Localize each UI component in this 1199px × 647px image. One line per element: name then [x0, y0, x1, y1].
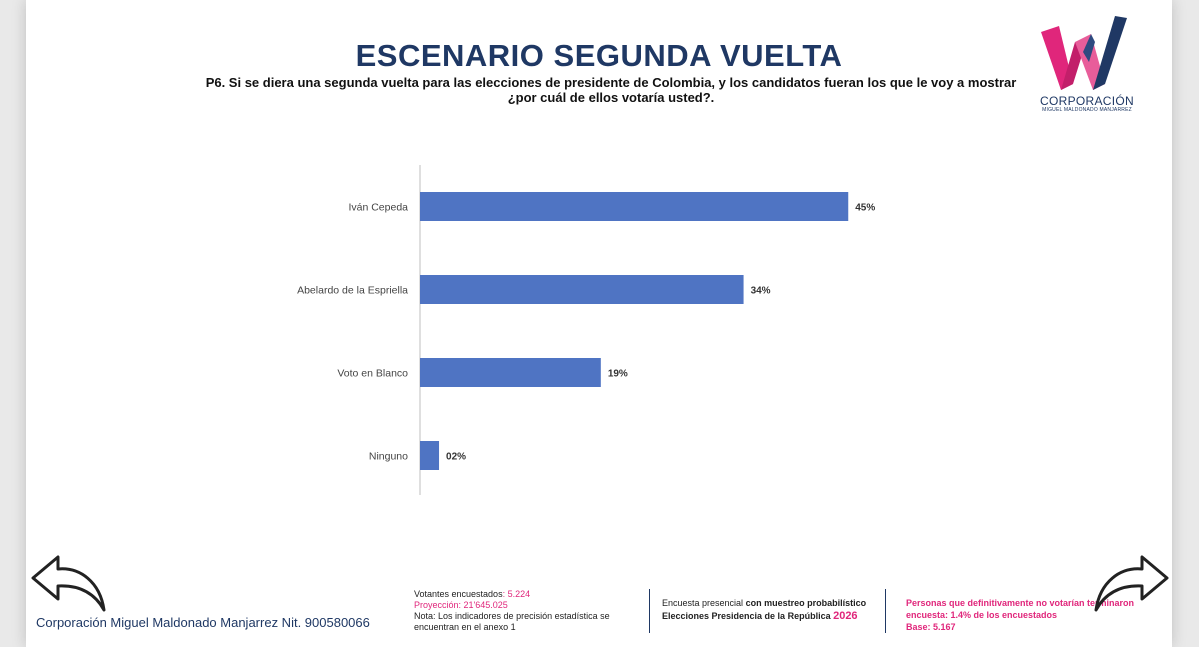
page-title: ESCENARIO SEGUNDA VUELTA	[355, 38, 843, 73]
category-label-2: Voto en Blanco	[337, 368, 408, 380]
personas-line: Personas que definitivamente no votarían…	[906, 598, 1135, 620]
question-line-1: P6. Si se diera una segunda vuelta para …	[205, 75, 1017, 90]
nota-line: Nota: Los indicadores de precisión estad…	[414, 611, 610, 632]
footer-divider-2	[885, 589, 886, 633]
footer-method-info: Encuesta presencial con muestreo probabi…	[662, 597, 887, 623]
bar-1	[420, 275, 744, 304]
value-label-2: 19%	[608, 369, 628, 380]
votantes-label: Votantes encuestados	[414, 589, 503, 599]
elecciones-text: Elecciones Presidencia de la República	[662, 611, 834, 621]
category-label-3: Ninguno	[369, 451, 408, 463]
bar-3	[420, 441, 440, 470]
footer-company: Corporación Miguel Maldonado Manjarrez N…	[36, 615, 370, 630]
value-label-1: 34%	[751, 286, 771, 297]
forward-arrow-icon[interactable]	[1092, 552, 1170, 614]
footer-survey-info: Votantes encuestados: 5.224 Proyección: …	[414, 589, 634, 633]
bar-chart: Iván Cepeda 45% Abelardo de la Espriella 34…	[297, 165, 875, 495]
logo-name: CORPORACIÓN	[1040, 94, 1134, 108]
category-label-0: Iván Cepeda	[348, 202, 408, 214]
value-label-3: 02%	[446, 452, 466, 463]
category-label-1: Abelardo de la Espriella	[297, 285, 408, 297]
elecciones-year: 2026	[833, 610, 858, 622]
slide: ESCENARIO SEGUNDA VUELTA P6. Si se diera…	[26, 0, 1172, 647]
value-label-0: 45%	[855, 203, 875, 214]
proyeccion-line: Proyección: 21'645.025	[414, 600, 508, 610]
votantes-value: : 5.224	[502, 589, 531, 599]
encuesta-bold: con muestreo probabilístico	[745, 598, 867, 608]
back-arrow-icon[interactable]	[30, 552, 108, 614]
base-line: Base: 5.167	[906, 622, 956, 632]
elecciones-line: Elecciones Presidencia de la República 2…	[662, 610, 887, 623]
bar-0	[420, 192, 849, 221]
question-text: P6. Si se diera una segunda vuelta para …	[186, 75, 1036, 105]
question-line-2: ¿por cuál de ellos votaría usted?.	[507, 90, 715, 105]
encuesta-prefix: Encuesta presencial	[662, 598, 746, 608]
footer-divider-1	[649, 589, 650, 633]
encuesta-line: Encuesta presencial con muestreo probabi…	[662, 597, 887, 610]
logo-subtitle: MIGUEL MALDONADO MANJARREZ	[1042, 107, 1132, 113]
votantes-line: Votantes encuestados: 5.224	[414, 589, 634, 600]
bar-2	[420, 358, 601, 387]
corporation-logo-icon	[1041, 16, 1127, 90]
footer-base-info: Personas que definitivamente no votarían…	[906, 597, 1166, 633]
